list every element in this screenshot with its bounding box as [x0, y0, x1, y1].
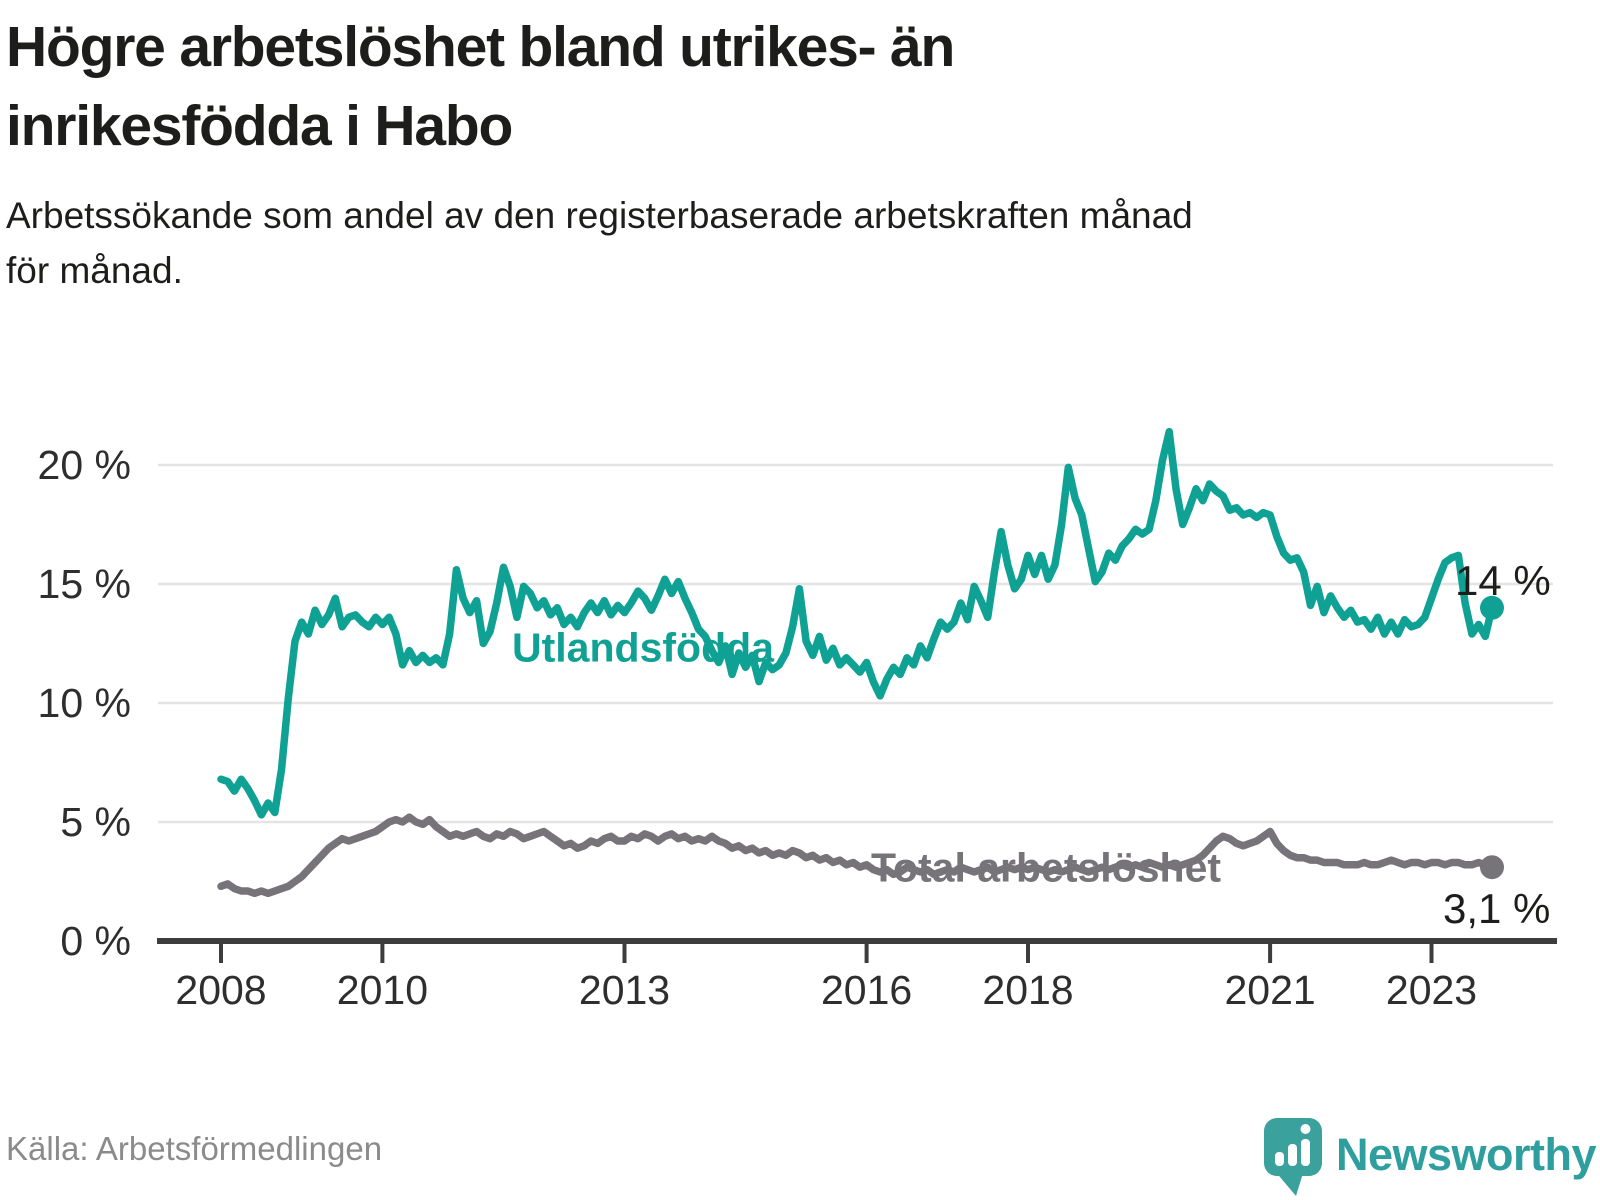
y-axis-label: 20 % — [37, 442, 131, 488]
y-axis-label: 10 % — [37, 680, 131, 726]
chart-subtitle: Arbetssökande som andel av den registerb… — [6, 188, 1193, 298]
source-attribution: Källa: Arbetsförmedlingen — [6, 1130, 383, 1167]
title-line-2: inrikesfödda i Habo — [6, 94, 513, 158]
data-lines — [217, 427, 1496, 898]
y-axis-label: 0 % — [60, 918, 131, 964]
newsworthy-logo: Newsworthy — [1262, 1112, 1597, 1198]
gridlines — [158, 463, 1553, 824]
y-axis-label: 5 % — [60, 799, 131, 845]
x-axis — [157, 938, 1557, 963]
page-title: Högre arbetslöshet bland utrikes- än inr… — [6, 8, 955, 166]
newsworthy-logo-icon — [1264, 1118, 1322, 1196]
end-point-dots — [1480, 595, 1504, 880]
y-axis-label: 15 % — [37, 561, 131, 607]
subtitle-line-2: för månad. — [6, 250, 183, 291]
x-axis-label: 2023 — [1385, 967, 1478, 1013]
end-value-label-total: 3,1 % — [1443, 885, 1551, 932]
x-axis-label: 2010 — [336, 967, 428, 1013]
newsworthy-logo-text: Newsworthy — [1336, 1129, 1597, 1180]
title-line-1: Högre arbetslöshet bland utrikes- än — [6, 15, 955, 79]
x-axis-label: 2008 — [175, 967, 267, 1013]
x-axis-label: 2016 — [820, 967, 913, 1013]
x-axis-label: 2013 — [578, 967, 671, 1013]
x-axis-label: 2021 — [1224, 967, 1316, 1013]
series-label-utlandsfodda: Utlandsfödda — [512, 624, 774, 671]
end-value-label-utlandsfodda: 14 % — [1455, 557, 1551, 604]
subtitle-line-1: Arbetssökande som andel av den registerb… — [6, 195, 1193, 236]
x-axis-label: 2018 — [982, 967, 1074, 1013]
series-label-total-arbetsloshet: Total arbetslöshet — [870, 844, 1222, 891]
